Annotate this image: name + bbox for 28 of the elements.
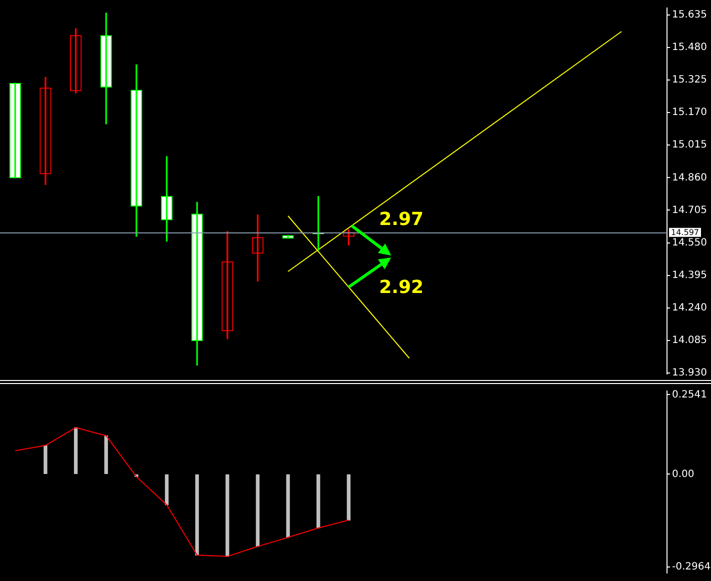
bar [164, 474, 169, 506]
bar [346, 474, 350, 520]
y-tick-label: 15.015 [672, 140, 707, 151]
bar [286, 474, 290, 538]
y-tick-label: 15.635 [672, 10, 707, 21]
y-tick-label: 14.240 [672, 302, 707, 314]
y-tick-label: 15.170 [672, 107, 707, 118]
y-tick-label: 14.550 [672, 237, 707, 248]
y-tick-label: -0.2964 [672, 561, 711, 572]
y-tick-label: 0.2541 [672, 389, 707, 400]
y-tick-label: 14.705 [672, 204, 707, 216]
y-tick-label: 0.00 [672, 468, 694, 480]
bar [256, 474, 260, 547]
bar [74, 427, 78, 474]
bar [226, 474, 230, 557]
bar [195, 474, 199, 556]
bar [316, 474, 320, 528]
y-tick-label: 15.325 [672, 74, 707, 86]
y-tick-label: 13.930 [672, 368, 707, 379]
bar [104, 435, 108, 474]
bar [44, 445, 48, 474]
y-tick-label: 14.860 [672, 172, 707, 184]
y-tick-label: 14.085 [672, 334, 707, 346]
annotation: 2.92 [379, 277, 424, 298]
y-tick-label: 14.395 [672, 270, 707, 281]
ref-line-label: 14.597 [671, 228, 699, 237]
annotation: 2.97 [379, 209, 424, 230]
y-tick-label: 15.480 [672, 42, 707, 54]
